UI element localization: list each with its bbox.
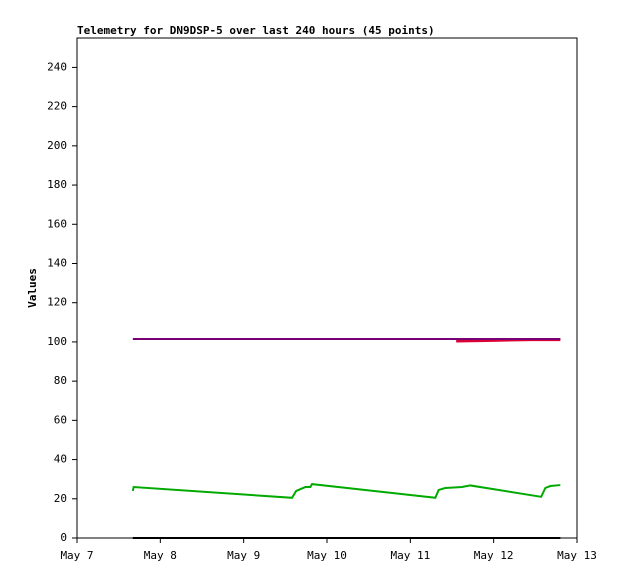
chart-title: Telemetry for DN9DSP-5 over last 240 hou…: [77, 24, 435, 37]
y-tick-label: 240: [47, 60, 67, 73]
y-tick-label: 0: [60, 531, 67, 544]
y-tick-label: 60: [54, 413, 67, 426]
x-tick-label: May 12: [474, 549, 514, 562]
y-tick-label: 160: [47, 217, 67, 230]
x-tick-label: May 11: [390, 549, 430, 562]
x-tick-label: May 8: [144, 549, 177, 562]
y-tick-label: 40: [54, 453, 67, 466]
y-tick-label: 100: [47, 335, 67, 348]
plot-frame: [76, 37, 578, 539]
y-tick-label: 140: [47, 256, 67, 269]
x-tick-label: May 7: [60, 549, 93, 562]
y-tick-label: 80: [54, 374, 67, 387]
x-tick-label: May 10: [307, 549, 347, 562]
x-tick-label: May 9: [227, 549, 260, 562]
series-line: [131, 483, 561, 499]
y-tick-label: 180: [47, 178, 67, 191]
y-tick-label: 20: [54, 492, 67, 505]
y-tick-label: 220: [47, 100, 67, 113]
x-tick-label: May 13: [557, 549, 597, 562]
y-tick-label: 200: [47, 139, 67, 152]
y-tick-label: 120: [47, 296, 67, 309]
y-axis-label: Values: [26, 268, 39, 308]
